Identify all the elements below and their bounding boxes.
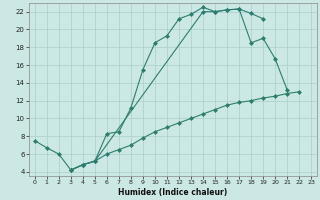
X-axis label: Humidex (Indice chaleur): Humidex (Indice chaleur) (118, 188, 228, 197)
